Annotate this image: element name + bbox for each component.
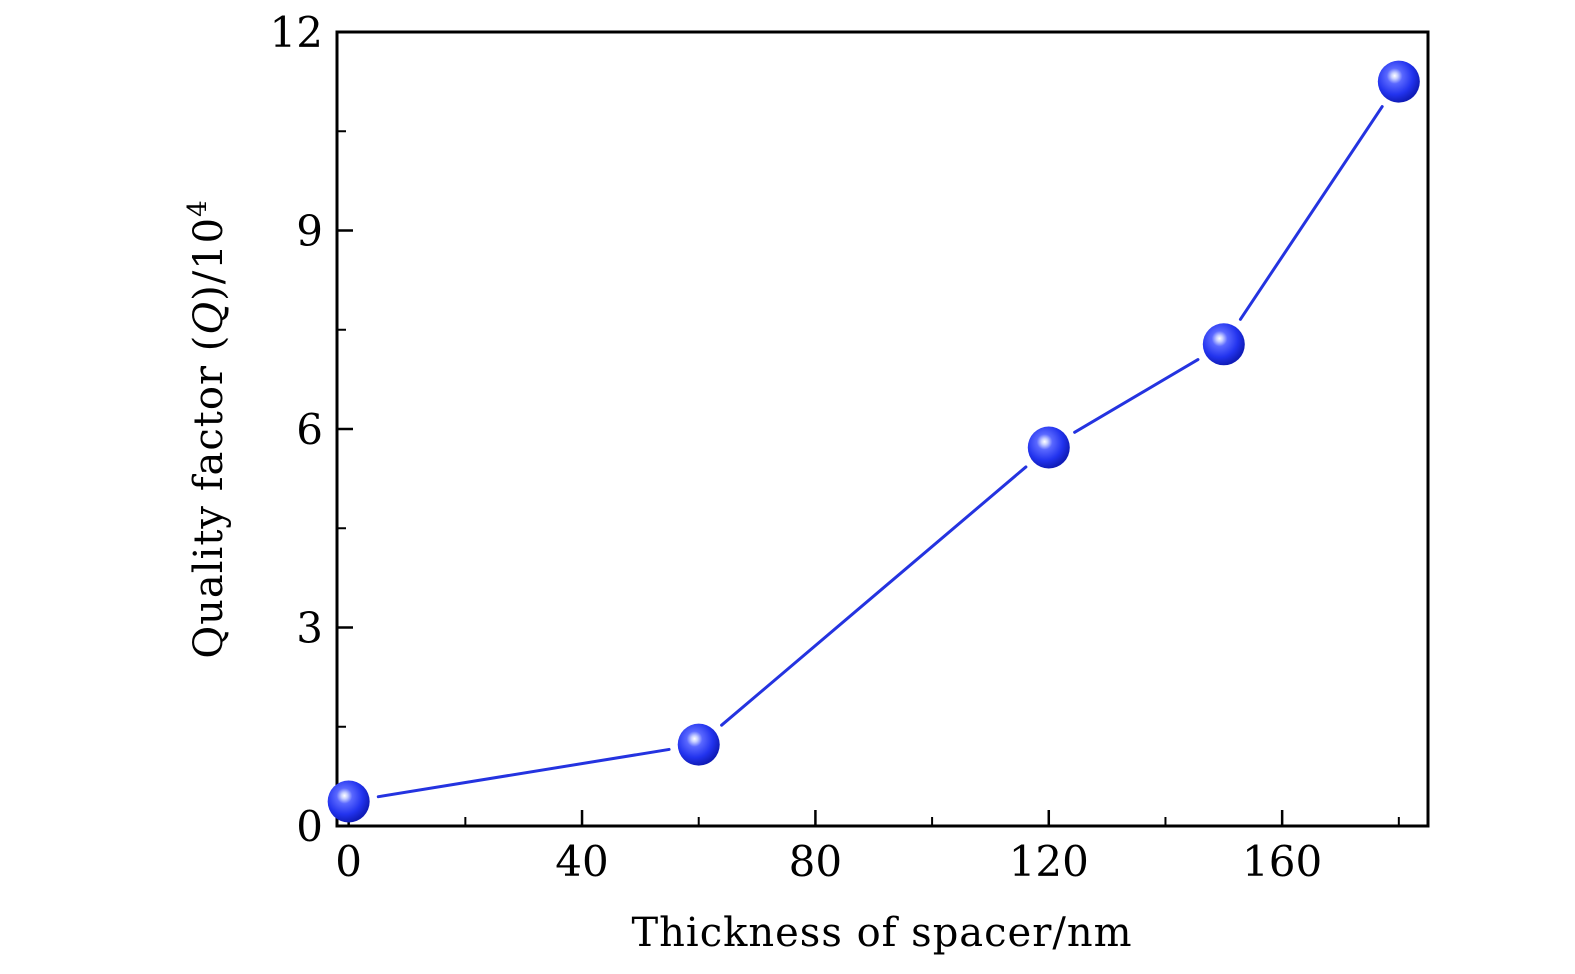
- data-point: [327, 780, 370, 823]
- y-axis-label-suffix: )/10: [186, 217, 232, 301]
- plot-frame: [335, 30, 1430, 828]
- series-segment: [720, 465, 1028, 727]
- y-axis: 0 3 6 9 12: [270, 8, 353, 851]
- series-segment: [376, 747, 671, 799]
- x-tick-label: 40: [555, 837, 608, 886]
- data-point: [1202, 323, 1245, 366]
- y-tick-label: 0: [296, 802, 323, 851]
- data-point: [1027, 426, 1070, 469]
- x-tick-label: 160: [1242, 837, 1322, 886]
- series-line: [376, 105, 1384, 799]
- x-axis-label: Thickness of spacer/nm: [631, 910, 1132, 956]
- x-tick-label: 0: [335, 837, 362, 886]
- series-segment: [1238, 105, 1384, 321]
- y-axis-label-prefix: Quality factor (: [186, 335, 232, 659]
- data-point: [677, 723, 720, 766]
- y-axis-label-symbol: Q: [186, 301, 232, 335]
- y-tick-label: 3: [296, 604, 323, 653]
- x-tick-label: 80: [789, 837, 842, 886]
- y-axis-label-exponent: 4: [183, 199, 213, 217]
- data-point: [1377, 60, 1420, 103]
- series-segment: [1073, 358, 1200, 434]
- y-tick-label: 9: [296, 207, 323, 256]
- y-tick-label: 12: [270, 8, 323, 57]
- x-tick-label: 120: [1009, 837, 1089, 886]
- x-axis: 0 40 80 120 160: [335, 810, 1400, 886]
- series-points: [327, 60, 1420, 823]
- y-tick-label: 6: [296, 405, 323, 454]
- y-axis-label: Quality factor (Q)/104: [183, 199, 232, 658]
